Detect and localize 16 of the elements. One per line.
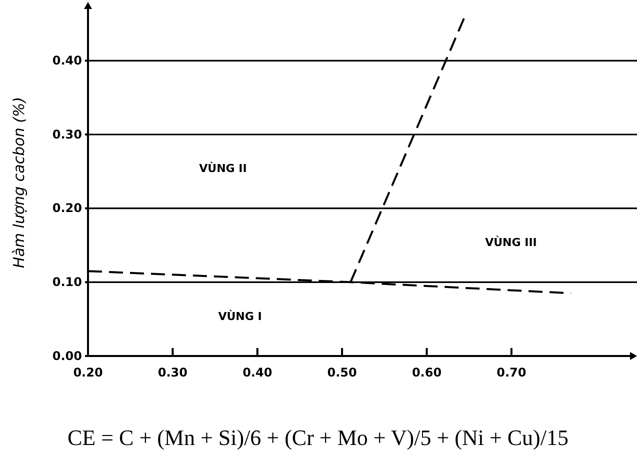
text: CE = C + (Mn + Si)/6 + (Cr + Mo + V)/5 + (Ni + Cu)/15 <box>68 425 568 450</box>
y-tick-label: 0.30 <box>52 127 82 142</box>
x-tick-label: 0.30 <box>158 366 188 380</box>
x-tick-label: 0.50 <box>327 366 357 380</box>
annotation: VÙNG I <box>218 309 262 323</box>
y-axis-title: Hàm lượng cacbon (%) <box>10 96 28 268</box>
y-tick-label: 0.40 <box>52 54 82 68</box>
y-tick-label: 0.20 <box>52 201 82 216</box>
annotation: VÙNG III <box>485 235 537 249</box>
x-tick-label: 0.60 <box>412 366 442 380</box>
x-tick-label: 0.40 <box>242 366 272 380</box>
annotation: VÙNG II <box>199 161 247 175</box>
y-tick-label: 0.10 <box>52 275 82 290</box>
x-tick-label: 0.70 <box>496 366 526 380</box>
x-tick-label: 0.20 <box>73 366 103 380</box>
y-tick-label: 0.00 <box>52 348 82 363</box>
